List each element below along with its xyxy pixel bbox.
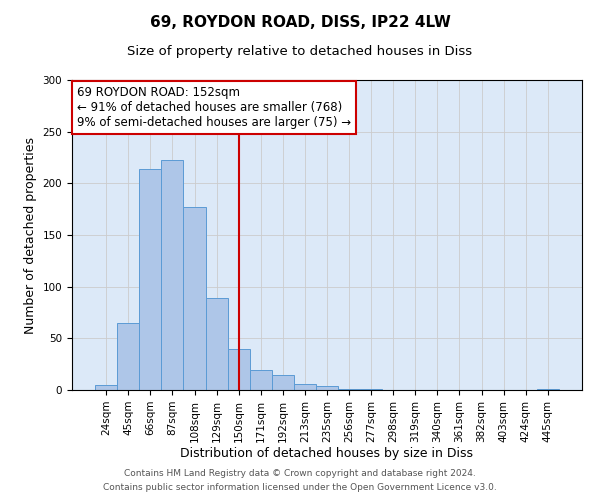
Bar	[537, 389, 559, 390]
Bar	[117, 323, 139, 390]
Bar	[161, 160, 184, 390]
Y-axis label: Number of detached properties: Number of detached properties	[24, 136, 37, 334]
Bar	[95, 385, 117, 390]
Bar	[338, 389, 360, 390]
Bar	[206, 298, 227, 390]
X-axis label: Distribution of detached houses by size in Diss: Distribution of detached houses by size …	[181, 448, 473, 460]
Bar	[360, 389, 382, 390]
Text: 69 ROYDON ROAD: 152sqm
← 91% of detached houses are smaller (768)
9% of semi-det: 69 ROYDON ROAD: 152sqm ← 91% of detached…	[77, 86, 351, 129]
Text: Size of property relative to detached houses in Diss: Size of property relative to detached ho…	[127, 45, 473, 58]
Bar	[250, 370, 272, 390]
Bar	[227, 348, 250, 390]
Bar	[294, 384, 316, 390]
Bar	[272, 374, 294, 390]
Bar	[139, 169, 161, 390]
Text: Contains HM Land Registry data © Crown copyright and database right 2024.: Contains HM Land Registry data © Crown c…	[124, 468, 476, 477]
Bar	[316, 386, 338, 390]
Text: 69, ROYDON ROAD, DISS, IP22 4LW: 69, ROYDON ROAD, DISS, IP22 4LW	[149, 15, 451, 30]
Text: Contains public sector information licensed under the Open Government Licence v3: Contains public sector information licen…	[103, 484, 497, 492]
Bar	[184, 207, 206, 390]
